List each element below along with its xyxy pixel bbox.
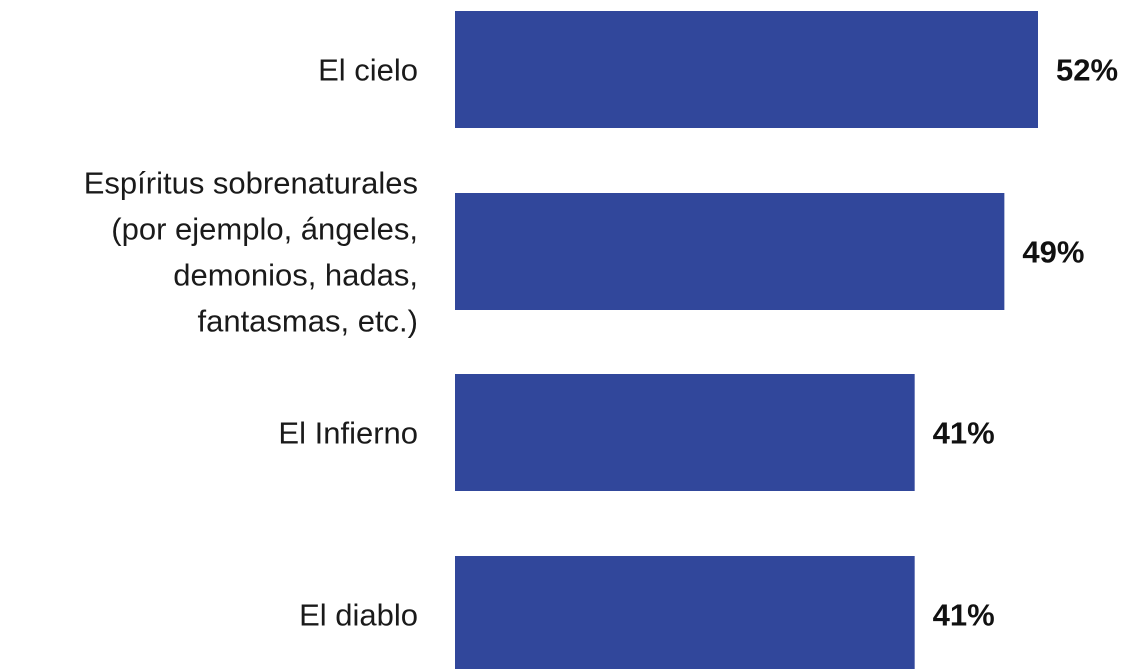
category-labels: El cielo Espíritus sobrenaturales (por eje…: [84, 53, 418, 633]
value-label-2: 49%: [1022, 235, 1084, 270]
category-label-line: El Infierno: [278, 416, 418, 451]
value-label-1: 52%: [1056, 53, 1118, 88]
bar-3: [455, 374, 915, 491]
bar-1: [455, 11, 1038, 128]
category-label-line: El cielo: [318, 53, 418, 88]
bars: [455, 11, 1038, 669]
category-label-line: (por ejemplo, ángeles,: [111, 212, 418, 247]
category-label-4: El diablo: [299, 598, 418, 633]
value-label-4: 41%: [933, 598, 995, 633]
bar-4: [455, 556, 915, 669]
category-label-line: demonios, hadas,: [173, 258, 418, 293]
category-label-2: Espíritus sobrenaturales (por ejemplo, án…: [84, 166, 418, 339]
category-label-line: El diablo: [299, 598, 418, 633]
category-label-3: El Infierno: [278, 416, 418, 451]
category-label-line: Espíritus sobrenaturales: [84, 166, 418, 201]
bar-2: [455, 193, 1005, 310]
value-label-3: 41%: [933, 416, 995, 451]
category-label-1: El cielo: [318, 53, 418, 88]
category-label-line: fantasmas, etc.): [197, 304, 418, 339]
value-labels: 52% 49% 41% 41%: [933, 53, 1118, 633]
